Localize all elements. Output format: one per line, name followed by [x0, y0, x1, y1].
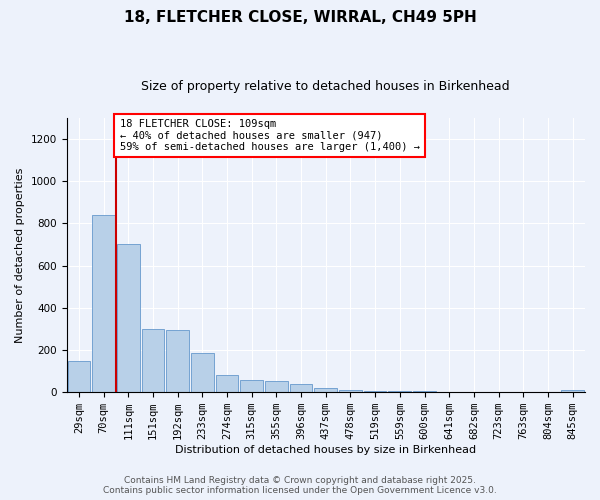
Title: Size of property relative to detached houses in Birkenhead: Size of property relative to detached ho…: [142, 80, 510, 93]
Bar: [117, 244, 140, 392]
Text: Contains HM Land Registry data © Crown copyright and database right 2025.
Contai: Contains HM Land Registry data © Crown c…: [103, 476, 497, 495]
Bar: [265, 380, 288, 392]
Bar: [142, 329, 164, 392]
Text: 18 FLETCHER CLOSE: 109sqm
← 40% of detached houses are smaller (947)
59% of semi: 18 FLETCHER CLOSE: 109sqm ← 40% of detac…: [119, 119, 419, 152]
Bar: [561, 390, 584, 392]
Bar: [166, 330, 189, 392]
Text: 18, FLETCHER CLOSE, WIRRAL, CH49 5PH: 18, FLETCHER CLOSE, WIRRAL, CH49 5PH: [124, 10, 476, 25]
Bar: [191, 353, 214, 392]
Y-axis label: Number of detached properties: Number of detached properties: [15, 168, 25, 342]
Bar: [364, 390, 386, 392]
Bar: [92, 215, 115, 392]
Bar: [68, 360, 90, 392]
Bar: [215, 376, 238, 392]
Bar: [290, 384, 313, 392]
Bar: [314, 388, 337, 392]
Bar: [241, 380, 263, 392]
Bar: [339, 390, 362, 392]
Bar: [388, 391, 411, 392]
X-axis label: Distribution of detached houses by size in Birkenhead: Distribution of detached houses by size …: [175, 445, 476, 455]
